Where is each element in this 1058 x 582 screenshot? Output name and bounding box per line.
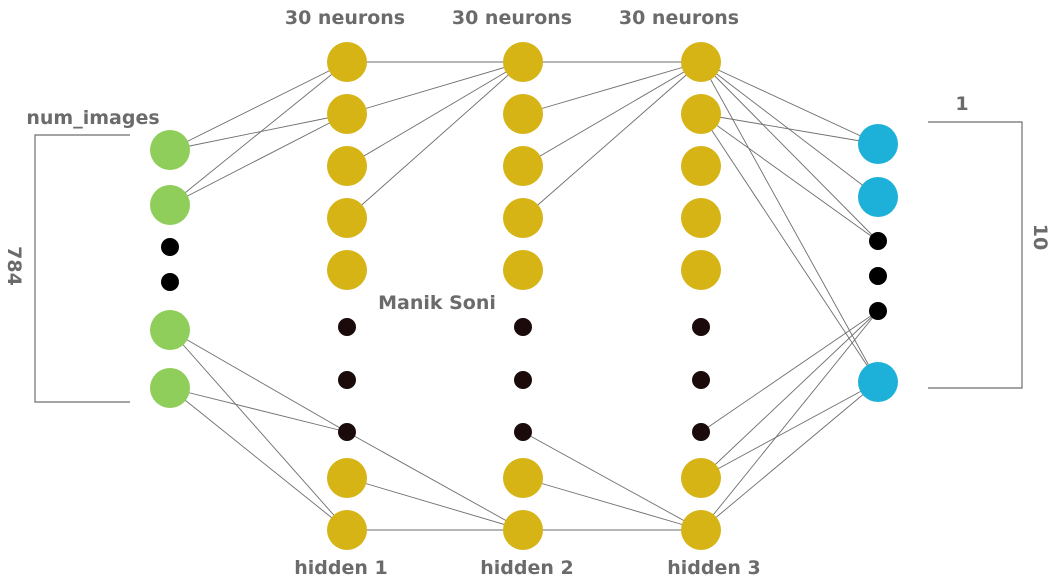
hidden-3-label: hidden 3	[667, 557, 761, 579]
ellipsis-dot	[692, 371, 710, 389]
hidden-neuron	[503, 42, 543, 82]
connection-edge	[522, 61, 702, 115]
connection-edge	[700, 113, 879, 383]
ellipsis-dot	[869, 267, 887, 285]
output-label: 1	[955, 93, 969, 115]
hidden-neuron	[681, 250, 721, 290]
connection-edge	[169, 113, 348, 151]
hidden-neuron	[327, 146, 367, 186]
ellipsis-dot	[869, 232, 887, 250]
connection-edge	[522, 431, 702, 531]
connection-edge	[522, 477, 702, 531]
output-neuron	[858, 124, 898, 164]
hidden-neuron	[503, 510, 543, 550]
hidden-neuron	[681, 42, 721, 82]
ellipsis-dot	[514, 371, 532, 389]
hidden-1-size: 30 neurons	[284, 7, 406, 29]
connection-edge	[522, 61, 702, 219]
connection-edge	[700, 381, 879, 531]
nodes	[150, 42, 898, 550]
connection-edge	[700, 310, 879, 479]
hidden-2-label: hidden 2	[480, 557, 574, 579]
connection-edge	[700, 61, 879, 198]
hidden-neuron	[503, 94, 543, 134]
input-count-label: 784	[3, 246, 25, 286]
connection-edge	[700, 61, 879, 383]
connection-edge	[700, 113, 879, 145]
connection-edge	[169, 329, 348, 433]
edges	[169, 61, 879, 531]
connection-edge	[346, 61, 524, 219]
hidden-2-size: 30 neurons	[451, 7, 573, 29]
watermark-text: Manik Soni	[378, 292, 496, 314]
ellipsis-dot	[869, 302, 887, 320]
hidden-neuron	[327, 198, 367, 238]
hidden-neuron	[503, 458, 543, 498]
hidden-1-label: hidden 1	[294, 557, 388, 579]
output-neuron	[858, 177, 898, 217]
connection-edge	[169, 61, 348, 151]
hidden-neuron	[681, 146, 721, 186]
connection-edge	[700, 61, 879, 242]
input-label: num_images	[26, 107, 160, 129]
hidden-neuron	[681, 510, 721, 550]
output-bracket	[928, 121, 1023, 389]
input-neuron	[150, 368, 190, 408]
input-neuron	[150, 130, 190, 170]
hidden-neuron	[327, 42, 367, 82]
ellipsis-dot	[514, 423, 532, 441]
hidden-3-size: 30 neurons	[618, 7, 740, 29]
ellipsis-dot	[161, 273, 179, 291]
hidden-neuron	[503, 198, 543, 238]
hidden-neuron	[503, 250, 543, 290]
connection-edge	[700, 310, 879, 531]
connection-edge	[169, 387, 348, 531]
brackets	[34, 121, 1023, 403]
connection-edge	[169, 387, 348, 433]
ellipsis-dot	[692, 318, 710, 336]
connection-edge	[700, 381, 879, 479]
ellipsis-dot	[338, 423, 356, 441]
ellipsis-dot	[338, 371, 356, 389]
input-bracket	[34, 134, 130, 403]
connection-edge	[169, 329, 348, 531]
connection-edge	[346, 431, 524, 531]
hidden-neuron	[681, 458, 721, 498]
hidden-neuron	[327, 458, 367, 498]
ellipsis-dot	[514, 318, 532, 336]
connection-edge	[169, 61, 348, 206]
hidden-neuron	[327, 94, 367, 134]
hidden-neuron	[681, 198, 721, 238]
output-count-label: 10	[1029, 223, 1051, 251]
output-neuron	[858, 362, 898, 402]
input-neuron	[150, 310, 190, 350]
hidden-neuron	[503, 146, 543, 186]
ellipsis-dot	[338, 318, 356, 336]
hidden-neuron	[327, 250, 367, 290]
connection-edge	[169, 113, 348, 206]
connection-edge	[346, 477, 524, 531]
ellipsis-dot	[161, 238, 179, 256]
connection-edge	[700, 310, 879, 433]
connection-edge	[346, 61, 524, 167]
ellipsis-dot	[692, 423, 710, 441]
connection-edge	[346, 61, 524, 115]
hidden-neuron	[681, 94, 721, 134]
connection-edge	[700, 61, 879, 145]
hidden-neuron	[327, 510, 367, 550]
input-neuron	[150, 185, 190, 225]
connection-edge	[522, 61, 702, 167]
connection-edge	[700, 113, 879, 242]
